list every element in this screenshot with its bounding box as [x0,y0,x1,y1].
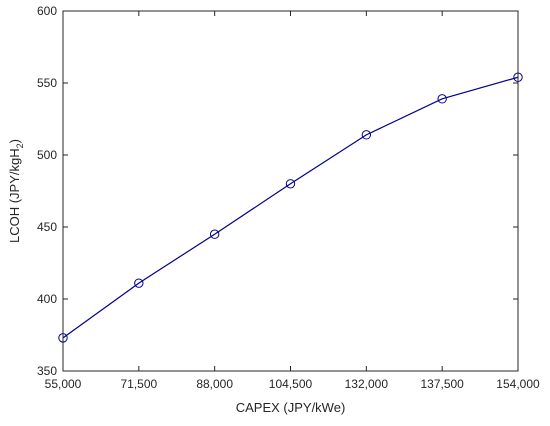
y-axis-label: LCOH (JPY/kgH2) [7,139,25,243]
data-point [134,278,144,288]
y-tick-label: 550 [37,76,57,90]
tick-labels: 55,000 71,500 88,000 104,500 132,000 137,500 1… [37,4,540,391]
x-tick-label: 71,500 [120,377,157,391]
y-axis-label-subscript: 2 [15,143,25,148]
y-axis-label-main: LCOH (JPY/kgH [7,148,22,243]
y-tick-label: 500 [37,148,57,162]
y-tick-label: 350 [37,364,57,378]
plot-area [63,11,518,371]
x-tick-label: 132,000 [345,377,389,391]
x-tick-label: 154,000 [496,377,540,391]
data-point [361,130,372,140]
x-tick-label: 137,500 [420,377,464,391]
x-tick-label: 55,000 [45,377,82,391]
plot-frame [62,10,519,372]
data-point [285,179,296,189]
y-tick-label: 450 [37,220,57,234]
y-axis-label-close: ) [7,139,22,143]
y-tick-label: 400 [37,292,57,306]
data-point [437,94,447,104]
series-line [62,76,519,339]
data-point [209,229,220,239]
y-tick-label: 600 [37,4,57,18]
x-tick-label: 104,500 [269,377,313,391]
x-axis-label: CAPEX (JPY/kWe) [236,400,346,415]
x-tick-label: 88,000 [196,377,233,391]
